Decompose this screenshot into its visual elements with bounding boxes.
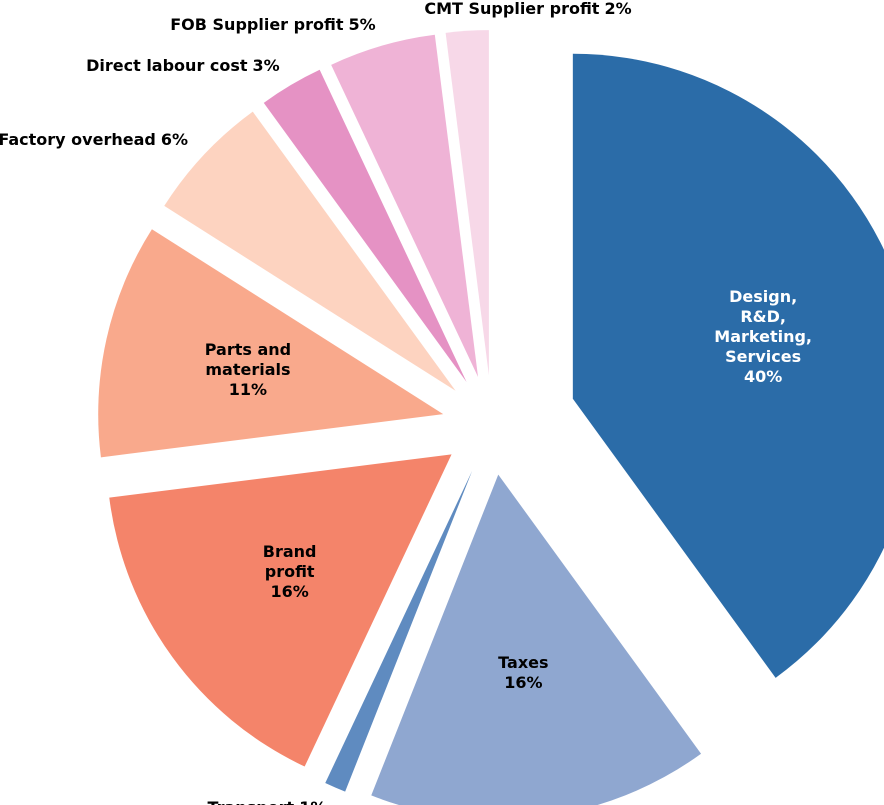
value-label: 1%	[299, 798, 326, 805]
category-name: CMT Supplier profit	[424, 0, 600, 18]
slice-label: Parts and materials 11%	[200, 340, 295, 400]
slice-label: FOB Supplier profit 5%	[170, 15, 375, 35]
pie-slice	[109, 454, 452, 767]
value-label: 6%	[160, 129, 189, 149]
category-name: Transport	[207, 798, 294, 805]
slice-label: Design, R&D, Marketing, Services 40%	[711, 287, 816, 387]
pie-slice	[572, 53, 884, 678]
value-label: 40%	[743, 366, 783, 386]
category-name: Parts and materials	[204, 340, 292, 380]
category-name: Taxes	[498, 653, 549, 673]
slice-label: Transport 1%	[207, 798, 326, 805]
value-label: 16%	[270, 582, 309, 601]
slice-label: Factory overhead 6%	[0, 130, 188, 150]
value-label: 5%	[348, 14, 376, 34]
pie-slice	[331, 34, 479, 377]
category-name: FOB Supplier profit	[170, 14, 344, 34]
value-label: 2%	[604, 0, 632, 18]
pie-slice	[371, 474, 702, 805]
pie-slice	[325, 470, 473, 792]
value-label: 16%	[504, 673, 543, 693]
value-label: 11%	[228, 380, 268, 400]
value-label: 3%	[252, 56, 280, 76]
category-name: Factory overhead	[0, 129, 156, 149]
pie-slice	[164, 111, 456, 391]
pie-slice	[445, 30, 489, 376]
category-name: Direct labour cost	[86, 56, 248, 76]
slice-label: Direct labour cost 3%	[86, 56, 280, 76]
slice-label: Taxes 16%	[476, 653, 571, 693]
pie-slice	[98, 229, 444, 458]
pie-slice	[263, 69, 467, 382]
category-name: Brand profit	[262, 542, 317, 581]
slice-label: CMT Supplier profit 2%	[424, 0, 631, 19]
slice-label: Brand profit 16%	[242, 542, 337, 602]
category-name: Design, R&D, Marketing, Services	[714, 286, 812, 366]
